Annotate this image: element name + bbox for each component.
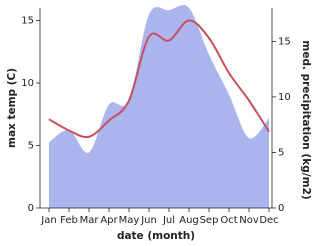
precipitation-area [49,5,269,208]
x-tick-label: Jun [140,215,157,226]
x-tick-label: May [119,215,140,226]
y-tick-label: 0 [28,203,34,214]
x-tick-label: Dec [259,215,278,226]
x-tick-label: Feb [60,215,78,226]
x-tick-label: Sep [200,215,219,226]
x-tick-label: Jul [162,215,175,226]
x-axis-label: date (month) [117,230,195,242]
temperature-line [48,19,270,139]
y-tick-label: 5 [28,141,34,152]
y2-axis-label: med. precipitation (kg/m2) [300,40,312,199]
y-tick-label: 15 [21,16,34,27]
x-tick-label: Oct [220,215,237,226]
x-tick-label: Apr [100,215,118,226]
x-tick-label: Nov [239,215,259,226]
x-tick-label: Jan [40,215,56,226]
y2-tick-label: 10 [278,92,291,103]
x-tick-label: Aug [179,215,199,226]
y2-tick-label: 15 [278,36,291,47]
y-tick-label: 10 [21,78,34,89]
y2-tick-label: 0 [278,203,284,214]
x-tick-label: Mar [80,215,100,226]
y2-tick-label: 5 [278,147,284,158]
y-axis-label: max temp (C) [6,68,18,148]
